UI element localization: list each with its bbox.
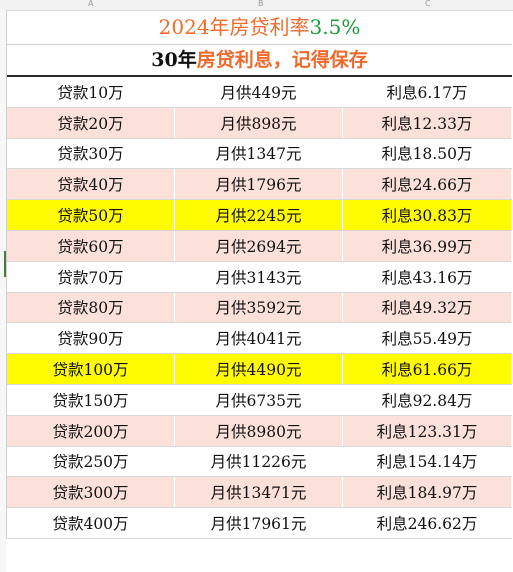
interest-cell[interactable]: 利息154.14万 — [343, 446, 512, 477]
table-row: 贷款100万 月供4490元 利息61.66万 — [7, 354, 512, 385]
monthly-payment-cell[interactable]: 月供8980元 — [175, 415, 343, 446]
monthly-payment-cell[interactable]: 月供2245元 — [175, 200, 343, 230]
table-row: 贷款70万 月供3143元 利息43.16万 — [7, 261, 512, 293]
monthly-payment-cell[interactable]: 月供6735元 — [175, 384, 343, 415]
loan-cell[interactable]: 贷款60万 — [7, 230, 175, 261]
interest-cell[interactable]: 利息30.83万 — [343, 200, 512, 230]
loan-cell[interactable]: 贷款30万 — [7, 138, 175, 169]
interest-cell[interactable]: 利息92.84万 — [343, 384, 512, 415]
loan-cell[interactable]: 贷款250万 — [7, 446, 175, 477]
table-row: 贷款250万 月供11226元 利息154.14万 — [7, 446, 512, 478]
table-row: 贷款200万 月供8980元 利息123.31万 — [7, 415, 512, 447]
column-letter-c[interactable]: C — [425, 0, 431, 8]
title-prefix: 2024年房贷利率 — [158, 15, 310, 39]
table-row: 贷款30万 月供1347元 利息18.50万 — [7, 138, 512, 170]
table-row: 贷款40万 月供1796元 利息24.66万 — [7, 169, 512, 201]
table-subtitle[interactable]: 30年房贷利息，记得保存 — [7, 45, 512, 77]
table-row: 贷款80万 月供3592元 利息49.32万 — [7, 292, 512, 324]
interest-cell[interactable]: 利息184.97万 — [343, 477, 512, 508]
column-letter-a[interactable]: A — [88, 0, 94, 8]
loan-cell[interactable]: 贷款70万 — [7, 261, 175, 292]
monthly-payment-cell[interactable]: 月供13471元 — [175, 477, 343, 508]
row-gutter — [0, 10, 6, 572]
loan-cell[interactable]: 贷款150万 — [7, 384, 175, 415]
interest-cell[interactable]: 利息61.66万 — [343, 354, 512, 384]
monthly-payment-cell[interactable]: 月供1796元 — [175, 169, 343, 200]
table-row: 贷款10万 月供449元 利息6.17万 — [7, 77, 512, 108]
title-rate: 3.5% — [309, 15, 361, 39]
loan-cell[interactable]: 贷款200万 — [7, 415, 175, 446]
table-row: 贷款300万 月供13471元 利息184.97万 — [7, 477, 512, 509]
table-row: 贷款150万 月供6735元 利息92.84万 — [7, 384, 512, 416]
mortgage-table: 2024年房贷利率3.5% 30年房贷利息，记得保存 贷款10万 月供449元 利息… — [6, 10, 512, 539]
column-letter-b[interactable]: B — [258, 0, 264, 8]
loan-cell[interactable]: 贷款300万 — [7, 477, 175, 508]
table-title[interactable]: 2024年房贷利率3.5% — [7, 10, 512, 45]
interest-cell[interactable]: 利息6.17万 — [343, 77, 512, 107]
interest-cell[interactable]: 利息12.33万 — [343, 107, 512, 138]
monthly-payment-cell[interactable]: 月供1347元 — [175, 138, 343, 169]
table-body: 贷款10万 月供449元 利息6.17万 贷款20万 月供898元 利息12.33万 贷款3… — [7, 77, 512, 539]
interest-cell[interactable]: 利息43.16万 — [343, 261, 512, 292]
monthly-payment-cell[interactable]: 月供449元 — [175, 77, 343, 107]
loan-cell[interactable]: 贷款50万 — [7, 200, 175, 230]
interest-cell[interactable]: 利息55.49万 — [343, 323, 512, 354]
interest-cell[interactable]: 利息36.99万 — [343, 230, 512, 261]
monthly-payment-cell[interactable]: 月供3143元 — [175, 261, 343, 292]
loan-cell[interactable]: 贷款10万 — [7, 77, 175, 107]
monthly-payment-cell[interactable]: 月供2694元 — [175, 230, 343, 261]
monthly-payment-cell[interactable]: 月供4041元 — [175, 323, 343, 354]
interest-cell[interactable]: 利息49.32万 — [343, 292, 512, 323]
interest-cell[interactable]: 利息24.66万 — [343, 169, 512, 200]
table-row: 贷款90万 月供4041元 利息55.49万 — [7, 323, 512, 355]
loan-cell[interactable]: 贷款90万 — [7, 323, 175, 354]
interest-cell[interactable]: 利息18.50万 — [343, 138, 512, 169]
table-row: 贷款50万 月供2245元 利息30.83万 — [7, 200, 512, 231]
monthly-payment-cell[interactable]: 月供11226元 — [175, 446, 343, 477]
table-row: 贷款60万 月供2694元 利息36.99万 — [7, 230, 512, 262]
loan-cell[interactable]: 贷款20万 — [7, 107, 175, 138]
loan-cell[interactable]: 贷款400万 — [7, 508, 175, 538]
interest-cell[interactable]: 利息123.31万 — [343, 415, 512, 446]
column-header-bar: A B C — [0, 0, 513, 11]
subtitle-years: 30年 — [151, 49, 197, 71]
row-selection-marker — [4, 251, 6, 277]
interest-cell[interactable]: 利息246.62万 — [343, 508, 512, 538]
monthly-payment-cell[interactable]: 月供898元 — [175, 107, 343, 138]
table-row: 贷款400万 月供17961元 利息246.62万 — [7, 508, 512, 539]
table-row: 贷款20万 月供898元 利息12.33万 — [7, 107, 512, 139]
loan-cell[interactable]: 贷款100万 — [7, 354, 175, 384]
loan-cell[interactable]: 贷款80万 — [7, 292, 175, 323]
monthly-payment-cell[interactable]: 月供17961元 — [175, 508, 343, 538]
subtitle-rest: 房贷利息，记得保存 — [196, 49, 368, 71]
monthly-payment-cell[interactable]: 月供3592元 — [175, 292, 343, 323]
monthly-payment-cell[interactable]: 月供4490元 — [175, 354, 343, 384]
loan-cell[interactable]: 贷款40万 — [7, 169, 175, 200]
